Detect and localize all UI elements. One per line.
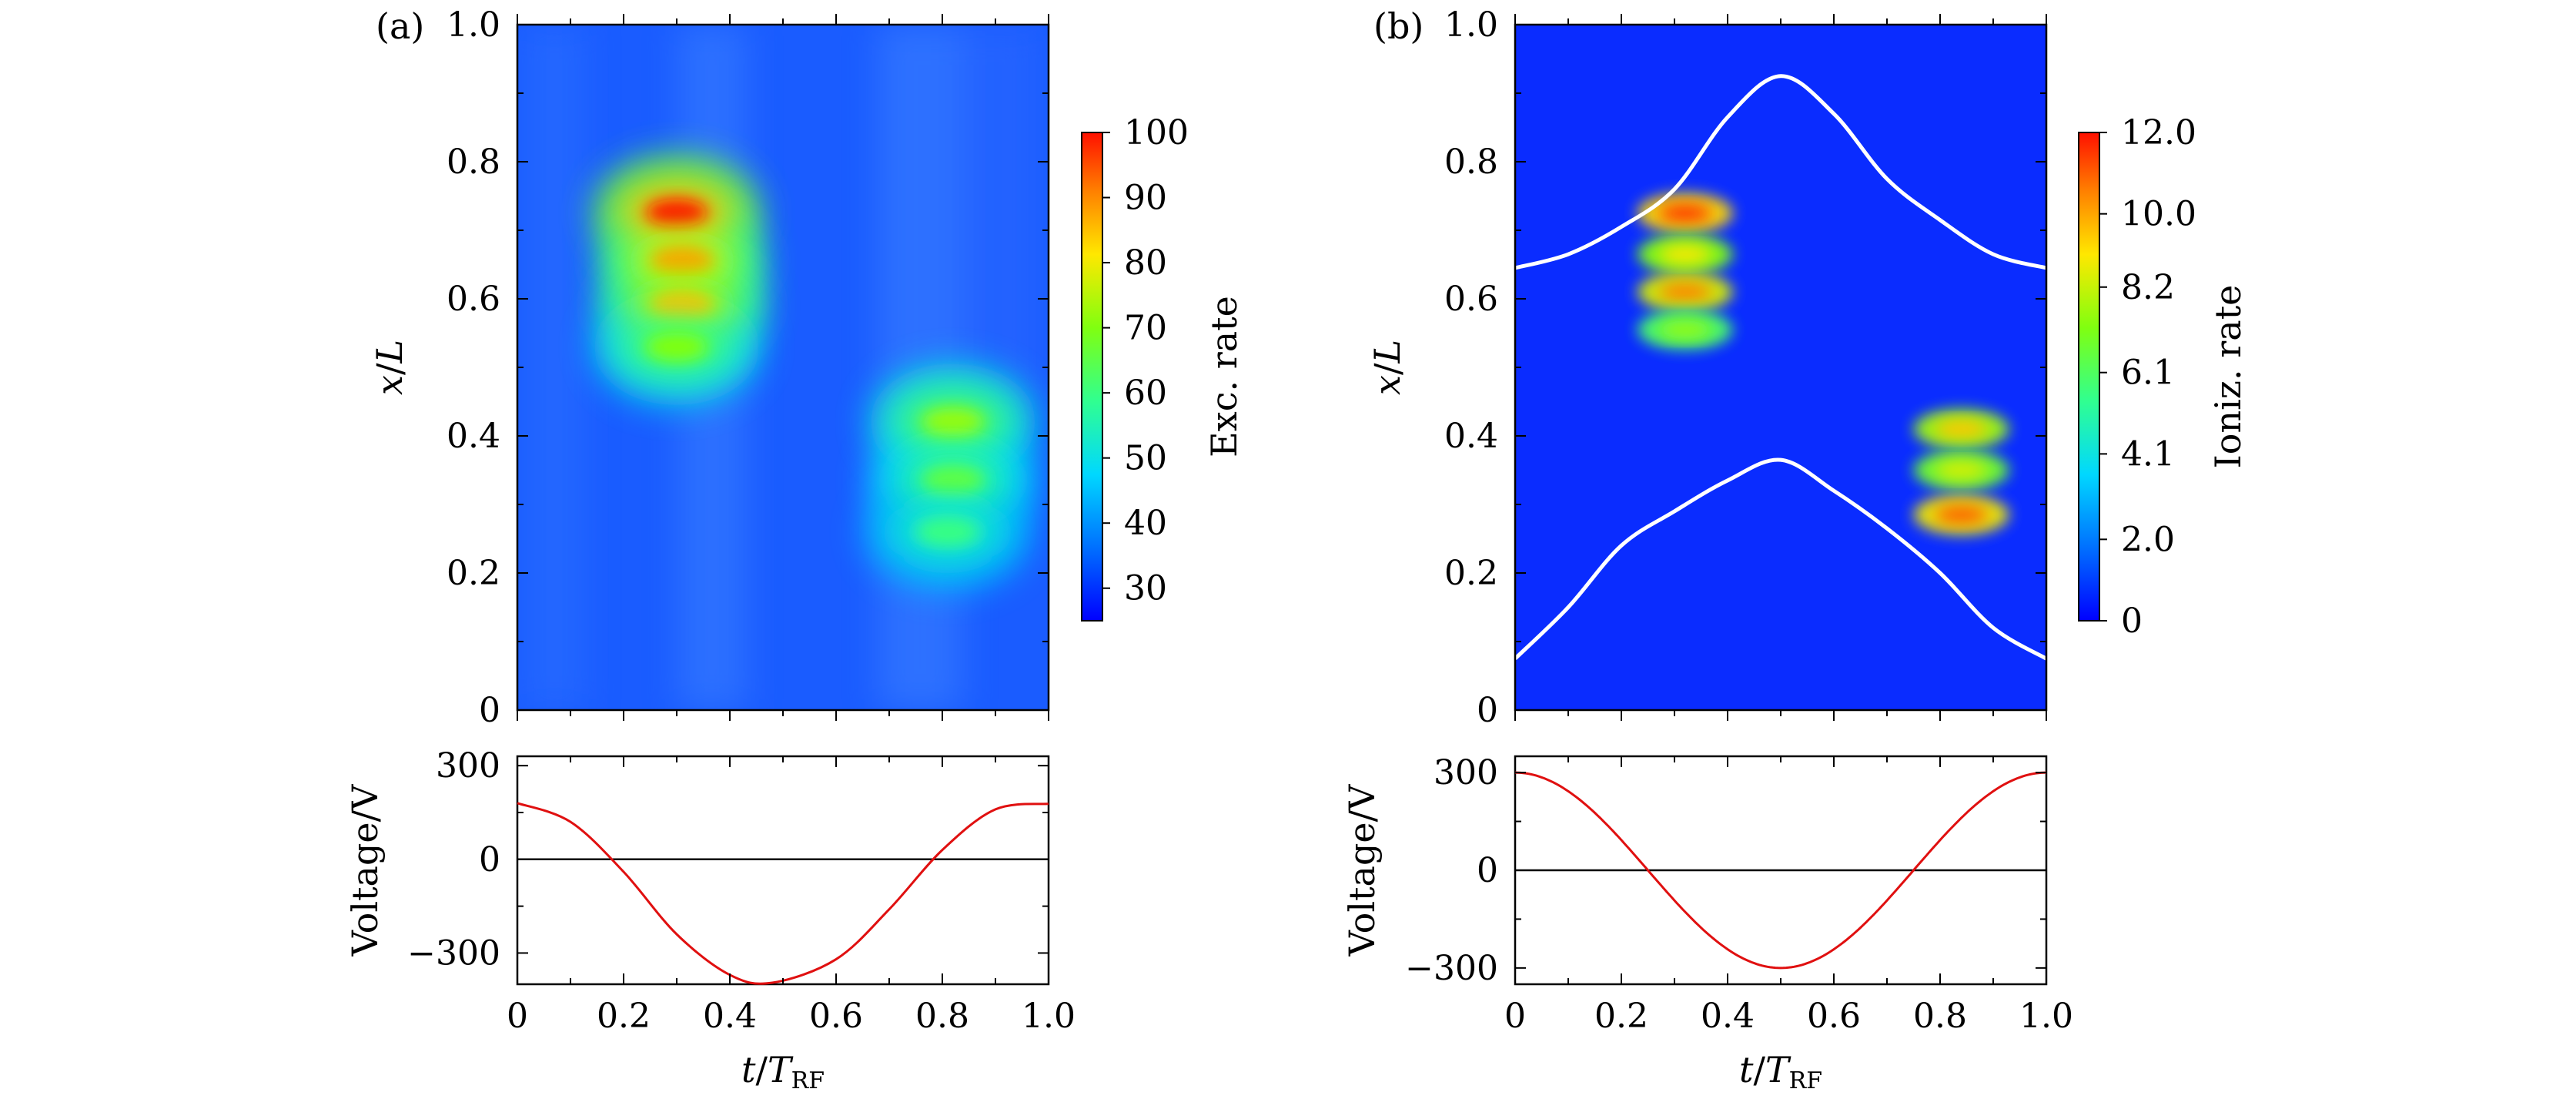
ytick-label: 0.6 [1444,280,1498,319]
xtick-label: 0.8 [1913,997,1967,1036]
heatmap-b [1515,25,2046,710]
sheath-edge-lower [1515,457,2046,661]
hotspot-core-3 [1658,320,1711,339]
heatmap-a-hotspots [594,154,1036,591]
heatmap-b-yticks: 0 0.2 0.4 0.6 0.8 1.0 [1444,5,2046,730]
ytick-label: 0.4 [447,417,500,456]
hotspot-core-5 [1935,461,1988,480]
hotspot-core-5 [922,466,984,494]
vtick-label: −300 [1405,949,1498,988]
colorbar-tick-label: 12.0 [2121,113,2196,152]
xlabel-b: t/TRF [1739,1049,1822,1094]
voltage-a-curve [517,802,1049,985]
vtick-label: 0 [479,840,500,880]
panel-b: (b) 02.04.16.18.210.012.0 Ioniz. rate 00… [1341,5,2249,1094]
ytick-label: 0 [1477,691,1498,730]
voltage-a-yticks: 300 0 −300 [407,746,1049,973]
ytick-label: 1.0 [1444,5,1498,45]
heatmap-a-texture [524,25,1039,710]
voltage-b-xticks: 0 0.2 0.4 0.6 0.8 1.0 [1504,756,2073,1036]
heatmap-a-yticks: 0 0.2 0.4 0.6 0.8 1.0 [447,5,1049,730]
ytick-label: 1.0 [447,5,500,45]
xtick-label: 0.2 [597,997,651,1036]
xtick-label: 0.6 [1807,997,1861,1036]
hotspot-core-0 [1658,204,1711,223]
voltage-b-ylabel: Voltage/V [1341,784,1383,957]
colorbar-tick-label: 40 [1124,504,1167,543]
ytick-label: 0.8 [447,142,500,182]
colorbar-tick-label: 8.2 [2121,268,2175,307]
xtick-label: 0.2 [1594,997,1648,1036]
vtick-label: 0 [1477,851,1498,890]
colorbar-tick-label: 60 [1124,374,1167,413]
vtick-label: 300 [436,746,500,786]
xtick-label: 0.8 [915,997,969,1036]
colorbar-tick-label: 0 [2121,601,2143,641]
ytick-label: 0.2 [1444,554,1498,593]
panel-label-b: (b) [1373,5,1423,47]
colorbar-tick-label: 2.0 [2121,520,2175,559]
panel-label-a: (a) [376,5,424,47]
colorbar-tick-label: 80 [1124,243,1167,283]
xtick-label: 0 [1504,997,1526,1036]
hotspot-core-1 [651,247,713,276]
ytick-label: 0 [479,691,500,730]
ytick-label: 0.8 [1444,142,1498,182]
hotspot-core-1 [1658,245,1711,263]
heatmap-a [517,25,1049,710]
xtick-label: 0.4 [703,997,757,1036]
ytick-label: 0.2 [447,554,500,593]
heatmap-b-xticks [1514,14,2047,721]
hotspot-core-2 [651,291,713,320]
heatmap-b-background [1515,25,2046,710]
colorbar-tick-label: 4.1 [2121,434,2175,474]
hotspot-core-6 [1935,505,1988,524]
xtick-label: 0 [507,997,528,1036]
colorbar-tick-label: 90 [1124,179,1167,218]
hotspot-core-2 [1658,283,1711,301]
colorbar-a-label: Exc. rate [1203,296,1245,457]
vtick-label: −300 [407,933,500,973]
voltage-b-curve [1514,771,2047,970]
voltage-a-ylabel: Voltage/V [344,784,386,957]
xlabel-a: t/TRF [741,1049,825,1094]
colorbar-tick-label: 50 [1124,439,1167,478]
hotspot-core-0 [646,199,708,227]
hotspot-core-4 [922,408,984,437]
vtick-label: 300 [1434,753,1498,792]
xtick-label: 1.0 [2019,997,2073,1036]
colorbar-b [2078,132,2100,622]
sheath-edge-upper [1515,74,2046,270]
colorbar-tick-label: 30 [1124,569,1167,608]
heatmap-b-ylabel: x/L [1367,340,1408,395]
xtick-label: 1.0 [1022,997,1076,1036]
voltage-a-xticks: 0 0.2 0.4 0.6 0.8 1.0 [507,756,1076,1036]
xtick-label: 0.4 [1701,997,1755,1036]
voltage-b-yticks: 300 0 −300 [1405,753,2046,988]
colorbar-b-label: Ioniz. rate [2207,285,2249,469]
xtick-label: 0.6 [809,997,863,1036]
colorbar-tick-label: 6.1 [2121,353,2175,393]
voltage-a-frame [516,755,1050,986]
heatmap-a-ylabel: x/L [369,340,410,395]
colorbar-a [1081,132,1103,622]
hotspot-core-3 [646,333,708,361]
heatmap-a-xticks [517,14,1049,721]
colorbar-b-ticks: 0 2.0 4.1 6.1 8.2 10.0 12.0 [2099,113,2196,641]
colorbar-tick-label: 10.0 [2121,195,2196,234]
colorbar-tick-label: 70 [1124,309,1167,348]
colorbar-a-ticks: 30 40 50 60 70 80 90 100 [1102,113,1189,608]
hotspot-core-4 [1935,420,1988,438]
ytick-label: 0.4 [1444,417,1498,456]
colorbar-tick-label: 100 [1124,113,1189,152]
ytick-label: 0.6 [447,280,500,319]
hotspot-core-6 [917,518,979,546]
